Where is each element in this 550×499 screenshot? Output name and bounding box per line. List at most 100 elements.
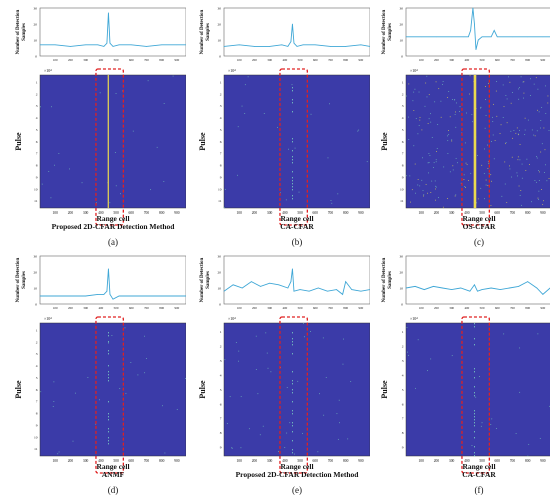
false-alarm-dot	[547, 95, 549, 97]
false-alarm-dot	[523, 81, 525, 83]
target-detection-dot	[108, 428, 109, 430]
detection-count-point	[499, 289, 501, 290]
false-alarm-dot	[510, 102, 512, 104]
false-alarm-dot	[428, 94, 430, 96]
false-alarm-dot	[347, 438, 349, 440]
heat-ytick-label: 11	[400, 199, 404, 203]
target-detection-dot	[292, 90, 293, 92]
detection-count-point	[260, 286, 261, 287]
subfigure-letter: (e)	[292, 485, 302, 495]
detection-count-point	[527, 281, 529, 282]
heat-ylabel: Pulse	[14, 132, 23, 151]
false-alarm-dot	[460, 182, 462, 184]
detection-count-point	[103, 294, 105, 295]
false-alarm-dot	[537, 88, 539, 90]
false-alarm-dot	[144, 335, 145, 337]
false-alarm-dot	[48, 171, 50, 172]
target-detection-dot	[292, 392, 293, 394]
heat-ytick-label: 6	[402, 402, 404, 406]
heat-ytick-label: 3	[220, 359, 222, 363]
false-alarm-dot	[454, 195, 456, 197]
false-alarm-dot	[496, 115, 498, 117]
false-alarm-dot	[503, 333, 505, 335]
line-ylabel: Number of DetectionSamples	[200, 9, 211, 54]
false-alarm-dot	[529, 95, 531, 96]
false-alarm-dot	[518, 88, 520, 90]
false-alarm-dot	[451, 140, 453, 142]
false-alarm-dot	[294, 147, 296, 149]
heat-ytick-label: 7	[402, 152, 404, 156]
detection-count-point	[146, 295, 147, 297]
heat-ytick-label: 9	[220, 446, 222, 450]
false-alarm-dot	[521, 177, 523, 179]
false-alarm-dot	[421, 129, 423, 131]
false-alarm-dot	[357, 130, 359, 132]
false-alarm-dot	[519, 159, 521, 161]
false-alarm-dot	[518, 134, 519, 136]
target-detection-dot	[292, 99, 293, 101]
false-alarm-dot	[434, 101, 436, 103]
detection-count-point	[97, 294, 99, 295]
false-alarm-dot	[235, 342, 237, 343]
heat-xtick-label: 100	[53, 459, 59, 463]
false-alarm-dot	[428, 172, 430, 174]
heat-ytick-label: 5	[402, 388, 404, 392]
target-detection-dot	[292, 183, 293, 185]
false-alarm-dot	[544, 85, 546, 87]
detection-count-point	[118, 44, 120, 46]
line-xtick-label: 100	[53, 58, 58, 62]
false-alarm-dot	[342, 363, 344, 365]
line-ylabel-line1: Number of Detection	[16, 9, 21, 54]
detection-count-point	[470, 30, 471, 31]
target-detection-dot	[474, 395, 475, 397]
target-detection-dot	[292, 189, 293, 191]
false-alarm-dot	[265, 332, 267, 334]
target-detection-dot	[292, 332, 293, 334]
false-alarm-dot	[277, 126, 278, 128]
false-alarm-dot	[536, 156, 537, 158]
false-alarm-dot	[534, 180, 536, 181]
false-alarm-dot	[115, 93, 117, 94]
false-alarm-dot	[422, 157, 423, 159]
false-alarm-dot	[437, 124, 439, 125]
false-alarm-dot	[480, 107, 481, 109]
heat-ytick-label: 1	[220, 80, 222, 84]
false-alarm-dot	[472, 121, 473, 123]
false-alarm-dot	[448, 91, 450, 92]
method-label: CA-CFAR	[462, 470, 496, 479]
detection-count-point	[327, 290, 328, 292]
false-alarm-dot	[226, 423, 228, 424]
false-alarm-dot	[435, 185, 437, 187]
false-alarm-dot	[255, 369, 257, 370]
subfigure-letter: (b)	[292, 237, 303, 247]
heat-ytick-label: 2	[220, 344, 222, 348]
line-xtick-label: 300	[449, 306, 454, 310]
heat-xlabel: Range cell	[96, 462, 129, 471]
heat-xtick-label: 900	[358, 211, 364, 215]
target-detection-dot	[292, 150, 293, 152]
false-alarm-dot	[541, 106, 543, 108]
false-alarm-dot	[438, 197, 439, 199]
false-alarm-dot	[435, 161, 437, 163]
false-alarm-dot	[409, 175, 411, 177]
false-alarm-dot	[285, 199, 287, 201]
detection-count-point	[290, 41, 292, 42]
false-alarm-dot	[480, 425, 482, 427]
false-alarm-dot	[247, 76, 249, 78]
false-alarm-dot	[50, 197, 52, 199]
false-alarm-dot	[536, 181, 537, 183]
heat-xlabel: Range cell	[462, 214, 495, 223]
false-alarm-dot	[147, 80, 149, 82]
target-detection-dot	[474, 368, 475, 370]
false-alarm-dot	[475, 396, 477, 398]
target-detection-dot	[292, 380, 293, 382]
heat-ytick-label: 11	[218, 199, 222, 203]
false-alarm-dot	[266, 352, 268, 354]
false-alarm-dot	[511, 156, 513, 158]
false-alarm-dot	[504, 183, 506, 185]
false-alarm-dot	[412, 100, 414, 102]
detection-count-point	[103, 46, 105, 47]
false-alarm-dot	[457, 162, 458, 164]
line-plot-frame	[223, 7, 370, 57]
false-alarm-dot	[419, 116, 421, 118]
